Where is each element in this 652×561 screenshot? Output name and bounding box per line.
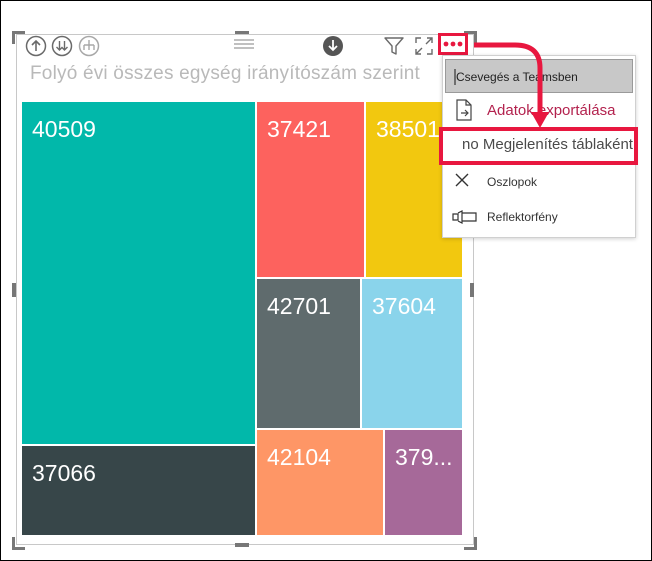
treemap-tile[interactable]: 40509: [22, 102, 255, 444]
menu-item-spotlight[interactable]: Reflektorfény: [443, 200, 635, 234]
teams-chat-icon: [454, 69, 456, 85]
resize-handle-bottom-left[interactable]: [12, 537, 25, 550]
callout-highlight-box: [439, 127, 638, 165]
resize-handle-right[interactable]: [470, 283, 474, 297]
menu-item-columns[interactable]: Oszlopok: [443, 164, 635, 198]
treemap-tile-label: 379...: [395, 444, 453, 470]
drag-grip-icon[interactable]: [233, 38, 255, 50]
menu-item-label: Adatok exportálása: [487, 102, 616, 119]
menu-item-show-as-table[interactable]: no Megjelenítés táblaként: [443, 128, 635, 162]
more-options-button[interactable]: [438, 33, 468, 55]
resize-handle-top-left[interactable]: [12, 31, 25, 44]
treemap-tile[interactable]: 37066: [22, 446, 255, 535]
export-data-icon: [456, 99, 472, 121]
treemap-tile-label: 42104: [267, 444, 331, 470]
treemap-tile-label: 37066: [32, 460, 96, 486]
treemap-tile-label: 37421: [267, 116, 331, 142]
treemap-tile[interactable]: 42701: [257, 279, 360, 428]
treemap-tile-label: 42701: [267, 293, 331, 319]
filter-icon[interactable]: [383, 35, 405, 57]
treemap-tile[interactable]: 37421: [257, 102, 364, 277]
treemap-tile-label: 38501: [376, 116, 440, 142]
expand-next-level-icon[interactable]: [51, 35, 73, 57]
menu-item-label: Csevegés a Teamsben: [456, 70, 578, 84]
treemap-tile[interactable]: 42104: [257, 430, 383, 535]
resize-handle-bottom[interactable]: [235, 543, 249, 547]
spotlight-icon: [452, 210, 477, 224]
drill-down-icon[interactable]: [322, 35, 344, 57]
resize-handle-left[interactable]: [12, 283, 16, 297]
visual-title: Folyó évi összes egység irányítószám sze…: [30, 63, 421, 84]
menu-item-label: no Megjelenítés táblaként: [462, 136, 633, 153]
focus-mode-icon[interactable]: [413, 35, 435, 57]
treemap-tile-label: 37604: [372, 293, 436, 319]
close-x-icon: [455, 173, 469, 187]
more-options-icon: [443, 41, 463, 47]
drill-hierarchy-icon[interactable]: [78, 35, 100, 57]
resize-handle-top-right[interactable]: [464, 31, 477, 44]
treemap-tile[interactable]: 379...: [385, 430, 462, 535]
resize-handle-bottom-right[interactable]: [464, 537, 477, 550]
menu-item-export-data[interactable]: Adatok exportálása: [443, 94, 635, 128]
menu-item-label: Reflektorfény: [487, 210, 558, 224]
menu-item-label: Oszlopok: [487, 175, 538, 189]
treemap-tile[interactable]: 37604: [362, 279, 462, 428]
drill-up-icon[interactable]: [25, 35, 47, 57]
treemap-tile-label: 40509: [32, 116, 96, 142]
resize-handle-top[interactable]: [235, 31, 249, 34]
callout-arrow: [474, 42, 549, 128]
